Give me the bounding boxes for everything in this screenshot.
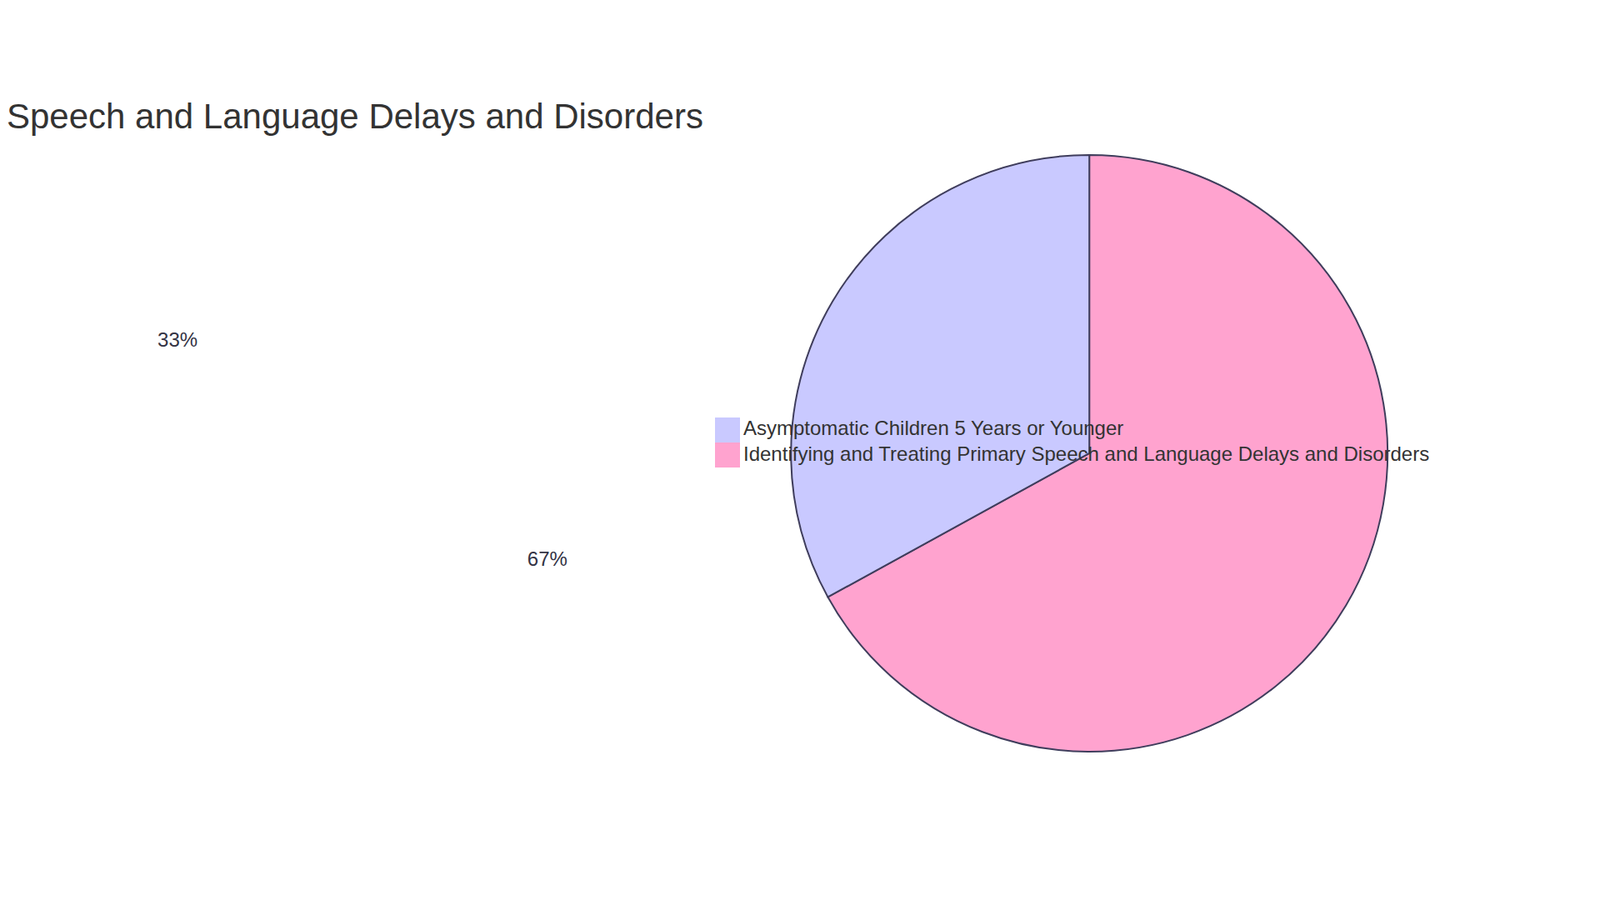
html-text:Asymptomatic Children 5 Years: Asymptomatic Children 5 Years or Younger: [743, 416, 1124, 440]
html-text:Identifying and Treating Prima: Identifying and Treating Primary Speech …: [743, 442, 1430, 465]
svg-text:33%: 33%: [157, 328, 198, 351]
html-text:Speech and Language Delays and: Speech and Language Delays and Disorders: [6, 96, 704, 136]
svg-text:67%: 67%: [527, 547, 568, 570]
